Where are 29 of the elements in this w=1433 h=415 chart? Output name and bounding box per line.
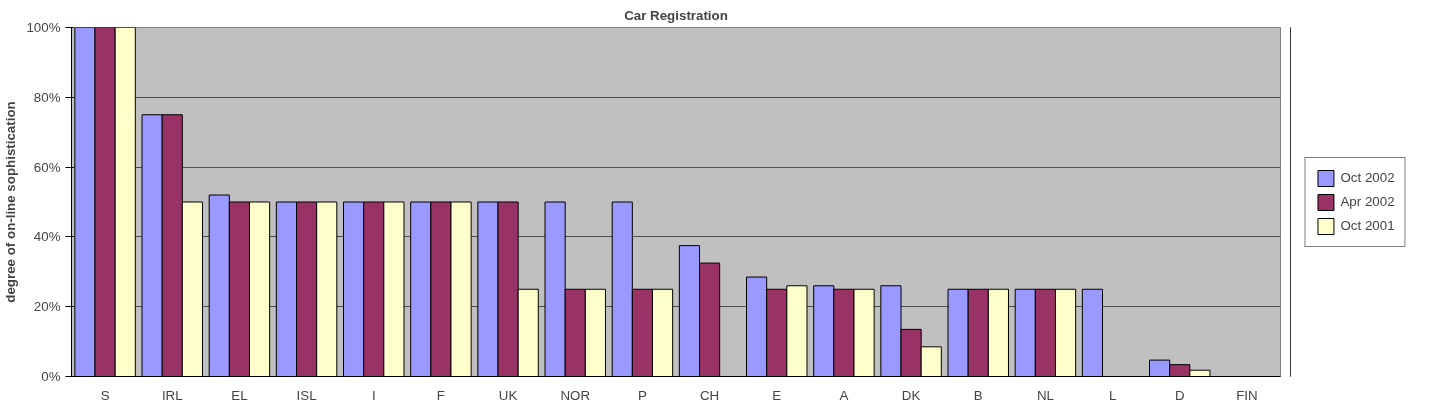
x-tick-label: L [1108,387,1117,403]
legend-label: Apr 2002 [1340,194,1395,209]
y-tick-label: 80% [33,89,61,105]
x-tick-label: FIN [1236,387,1258,403]
x-tick-label: I [371,387,376,403]
legend-label: Oct 2001 [1340,218,1395,233]
legend-label: Oct 2002 [1340,170,1395,185]
x-tick-label: B [973,387,983,403]
y-axis-title: degree of on-line sophistication [3,101,19,303]
y-tick-label: 20% [33,299,61,315]
x-tick-label: D [1174,387,1185,403]
x-tick-label: EL [231,387,248,403]
x-tick-label: NL [1036,387,1054,403]
x-tick-label: CH [699,387,720,403]
x-tick-label: DK [901,387,921,403]
x-tick-label: IRL [161,387,183,403]
chart-title: Car Registration [624,7,728,23]
x-tick-label: E [772,387,782,403]
x-tick-label: UK [498,387,518,403]
y-tick-label: 100% [26,20,61,35]
x-tick-label: S [100,387,110,403]
x-tick-label: F [436,387,445,403]
y-tick-label: 0% [41,369,61,384]
x-tick-label: P [637,387,647,403]
x-tick-label: NOR [560,387,591,403]
y-tick-label: 40% [33,229,61,245]
y-tick-label: 60% [33,159,61,175]
x-tick-label: A [839,387,849,403]
x-tick-label: ISL [296,387,317,403]
